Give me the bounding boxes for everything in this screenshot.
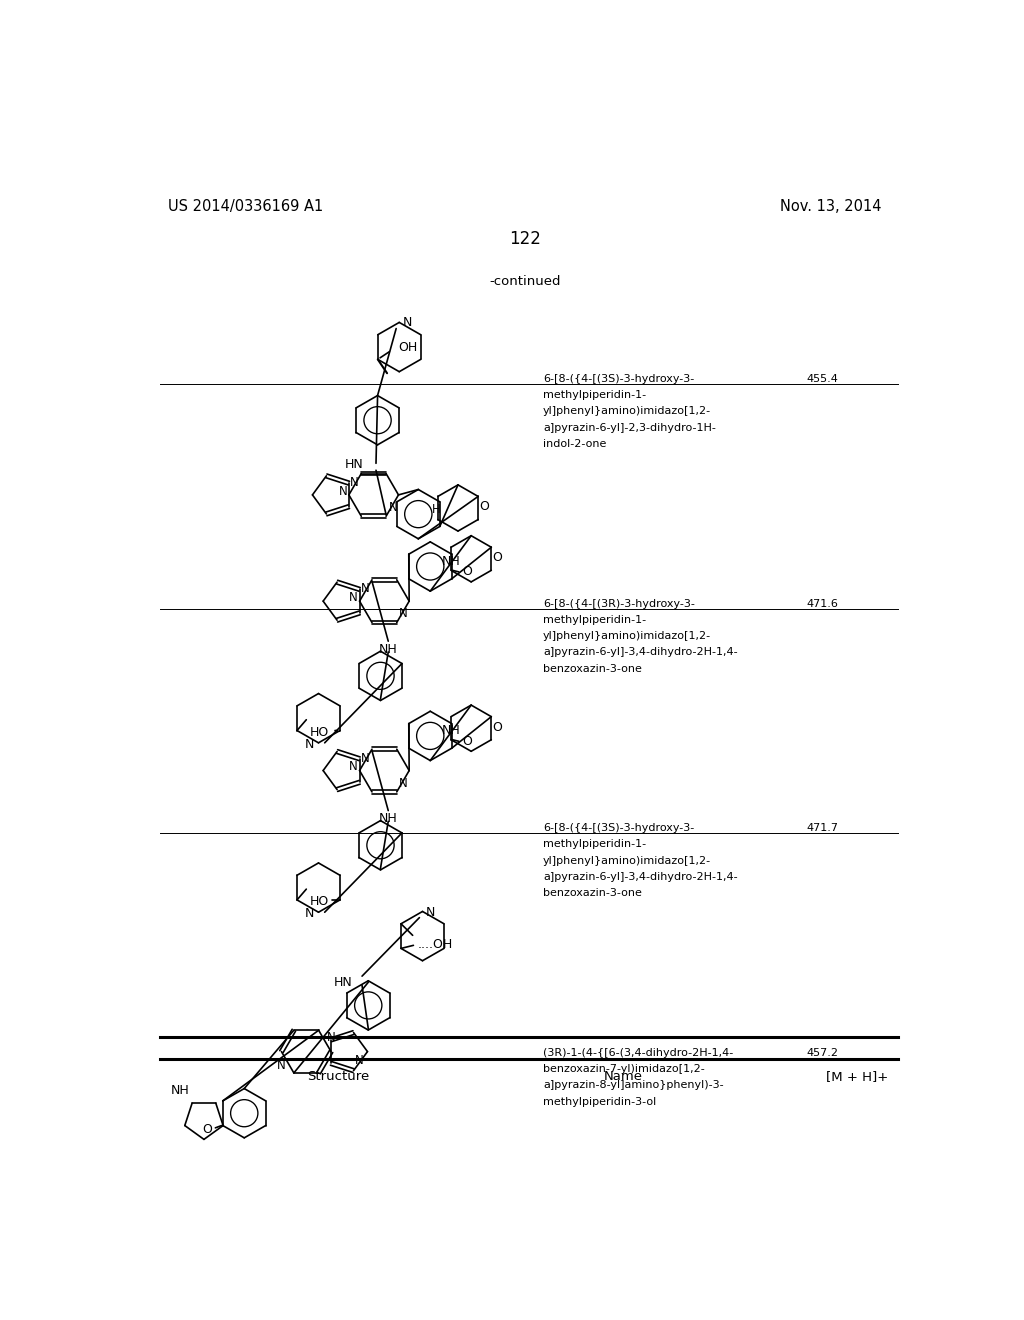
Text: N: N bbox=[350, 477, 359, 488]
Text: N: N bbox=[402, 315, 412, 329]
Text: yl]phenyl}amino)imidazo[1,2-: yl]phenyl}amino)imidazo[1,2- bbox=[543, 631, 712, 642]
Text: 455.4: 455.4 bbox=[807, 374, 839, 384]
Text: H: H bbox=[432, 503, 440, 516]
Text: HN: HN bbox=[345, 458, 364, 471]
Text: N: N bbox=[339, 484, 347, 498]
Text: NH: NH bbox=[441, 725, 461, 738]
Text: a]pyrazin-6-yl]-3,4-dihydro-2H-1,4-: a]pyrazin-6-yl]-3,4-dihydro-2H-1,4- bbox=[543, 647, 737, 657]
Text: O: O bbox=[462, 565, 472, 578]
Text: 6-[8-({4-[(3S)-3-hydroxy-3-: 6-[8-({4-[(3S)-3-hydroxy-3- bbox=[543, 824, 694, 833]
Text: N: N bbox=[360, 751, 370, 764]
Text: N: N bbox=[399, 607, 408, 620]
Text: N: N bbox=[304, 738, 313, 751]
Text: N: N bbox=[327, 1031, 336, 1044]
Text: N: N bbox=[349, 591, 358, 605]
Text: NH: NH bbox=[379, 643, 397, 656]
Text: indol-2-one: indol-2-one bbox=[543, 440, 606, 449]
Text: benzoxazin-7-yl)imidazo[1,2-: benzoxazin-7-yl)imidazo[1,2- bbox=[543, 1064, 705, 1074]
Text: O: O bbox=[462, 735, 472, 748]
Text: 6-[8-({4-[(3R)-3-hydroxy-3-: 6-[8-({4-[(3R)-3-hydroxy-3- bbox=[543, 598, 695, 609]
Text: Name: Name bbox=[604, 1069, 643, 1082]
Text: a]pyrazin-6-yl]-2,3-dihydro-1H-: a]pyrazin-6-yl]-2,3-dihydro-1H- bbox=[543, 422, 716, 433]
Text: NH: NH bbox=[379, 812, 397, 825]
Text: 122: 122 bbox=[509, 230, 541, 248]
Text: O: O bbox=[203, 1123, 212, 1137]
Text: -continued: -continued bbox=[489, 276, 560, 288]
Text: N: N bbox=[388, 500, 397, 513]
Text: (3R)-1-(4-{[6-(3,4-dihydro-2H-1,4-: (3R)-1-(4-{[6-(3,4-dihydro-2H-1,4- bbox=[543, 1048, 733, 1057]
Text: O: O bbox=[493, 552, 502, 564]
Text: N: N bbox=[399, 776, 408, 789]
Text: methylpiperidin-1-: methylpiperidin-1- bbox=[543, 391, 646, 400]
Text: methylpiperidin-3-ol: methylpiperidin-3-ol bbox=[543, 1097, 656, 1106]
Text: N: N bbox=[278, 1059, 286, 1072]
Text: US 2014/0336169 A1: US 2014/0336169 A1 bbox=[168, 199, 323, 214]
Text: benzoxazin-3-one: benzoxazin-3-one bbox=[543, 888, 642, 898]
Text: ....OH: ....OH bbox=[418, 939, 454, 952]
Text: N: N bbox=[349, 760, 358, 774]
Text: HN: HN bbox=[334, 975, 352, 989]
Text: NH: NH bbox=[441, 554, 461, 568]
Text: methylpiperidin-1-: methylpiperidin-1- bbox=[543, 615, 646, 624]
Text: a]pyrazin-8-yl]amino}phenyl)-3-: a]pyrazin-8-yl]amino}phenyl)-3- bbox=[543, 1080, 724, 1090]
Text: 457.2: 457.2 bbox=[807, 1048, 839, 1057]
Text: 471.7: 471.7 bbox=[807, 824, 839, 833]
Text: NH: NH bbox=[170, 1084, 189, 1097]
Text: yl]phenyl}amino)imidazo[1,2-: yl]phenyl}amino)imidazo[1,2- bbox=[543, 407, 712, 416]
Text: O: O bbox=[479, 500, 489, 513]
Text: 471.6: 471.6 bbox=[807, 598, 839, 609]
Text: OH: OH bbox=[398, 342, 417, 354]
Text: N: N bbox=[426, 907, 435, 920]
Text: N: N bbox=[304, 907, 313, 920]
Text: methylpiperidin-1-: methylpiperidin-1- bbox=[543, 840, 646, 849]
Text: Nov. 13, 2014: Nov. 13, 2014 bbox=[780, 199, 882, 214]
Text: Structure: Structure bbox=[307, 1069, 370, 1082]
Text: 6-[8-({4-[(3S)-3-hydroxy-3-: 6-[8-({4-[(3S)-3-hydroxy-3- bbox=[543, 374, 694, 384]
Text: O: O bbox=[493, 721, 502, 734]
Text: HO: HO bbox=[310, 895, 329, 908]
Text: N: N bbox=[360, 582, 370, 595]
Text: yl]phenyl}amino)imidazo[1,2-: yl]phenyl}amino)imidazo[1,2- bbox=[543, 855, 712, 866]
Text: [M + H]+: [M + H]+ bbox=[826, 1069, 889, 1082]
Text: a]pyrazin-6-yl]-3,4-dihydro-2H-1,4-: a]pyrazin-6-yl]-3,4-dihydro-2H-1,4- bbox=[543, 873, 737, 882]
Text: benzoxazin-3-one: benzoxazin-3-one bbox=[543, 664, 642, 673]
Text: N: N bbox=[355, 1053, 364, 1067]
Text: HO: HO bbox=[310, 726, 329, 739]
